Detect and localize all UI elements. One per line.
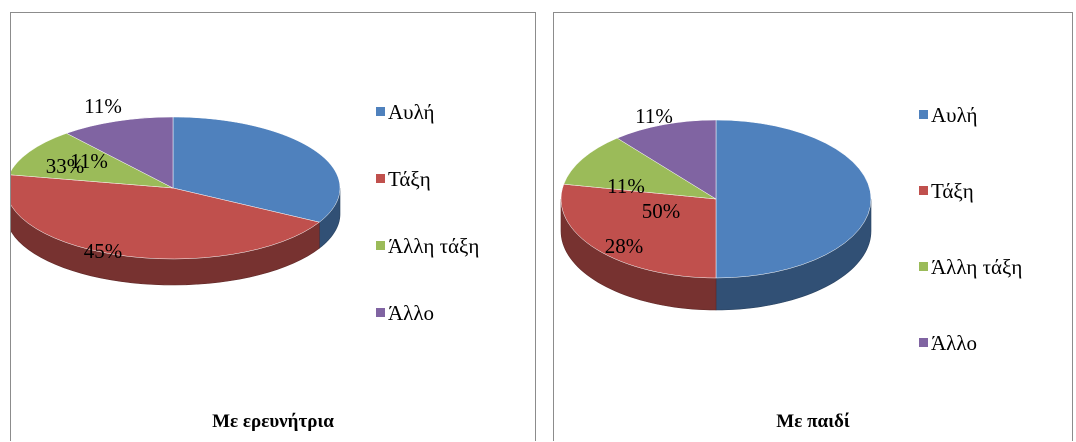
pie-slice-child-3 (616, 119, 717, 200)
chart-title-researcher: Με ερευνήτρια (212, 411, 334, 432)
legend-swatch-child-1 (919, 186, 928, 195)
chart-title-child: Με παιδί (776, 411, 850, 432)
legend-swatch-child-3 (919, 338, 928, 347)
chart-panel-researcher: 33% 45% 11% 11% Αυλή Τάξη Άλλη τάξη Άλλο Με ερ… (10, 12, 536, 441)
legend-swatch-researcher-1 (376, 174, 385, 183)
legend-label-child-2: Άλλη τάξη (931, 255, 1023, 279)
legend-label-child-0: Αυλή (931, 103, 978, 127)
data-label-child-2: 11% (607, 174, 645, 198)
data-label-child-3: 11% (635, 104, 673, 128)
data-label-researcher-2: 11% (70, 149, 108, 173)
data-label-child-1: 28% (605, 234, 644, 258)
pie-slice-researcher-1 (11, 174, 320, 260)
legend-label-researcher-2: Άλλη τάξη (388, 234, 480, 258)
legend-swatch-researcher-0 (376, 107, 385, 116)
legend-swatch-researcher-2 (376, 241, 385, 250)
legend-label-researcher-3: Άλλο (388, 301, 435, 325)
pie-chart-researcher: 33% 45% 11% 11% (11, 94, 341, 286)
data-label-researcher-1: 45% (84, 239, 123, 263)
data-label-researcher-0: 33% (46, 154, 85, 178)
legend-swatch-child-0 (919, 110, 928, 119)
legend-swatch-researcher-3 (376, 308, 385, 317)
pie-chart-child: 50% 28% 11% 11% (560, 104, 872, 311)
pie-slice-researcher-3 (65, 116, 174, 189)
pie-slice-researcher-2 (11, 133, 174, 189)
legend-label-researcher-0: Αυλή (388, 100, 435, 124)
pie-slice-child-1 (560, 183, 717, 279)
legend-label-researcher-1: Τάξη (388, 167, 431, 191)
data-label-researcher-3: 11% (84, 94, 122, 118)
data-label-child-0: 50% (642, 199, 681, 223)
legend-swatch-child-2 (919, 262, 928, 271)
legend-label-child-1: Τάξη (931, 179, 974, 203)
legend-label-child-3: Άλλο (931, 331, 978, 355)
pie-slice-researcher-0 (172, 116, 341, 223)
chart-panel-child: 50% 28% 11% 11% Αυλή Τάξη Άλλη τάξη Άλλο Με πα… (553, 12, 1073, 441)
pie-slice-child-0 (715, 119, 872, 279)
pie-slice-child-2 (563, 137, 717, 200)
